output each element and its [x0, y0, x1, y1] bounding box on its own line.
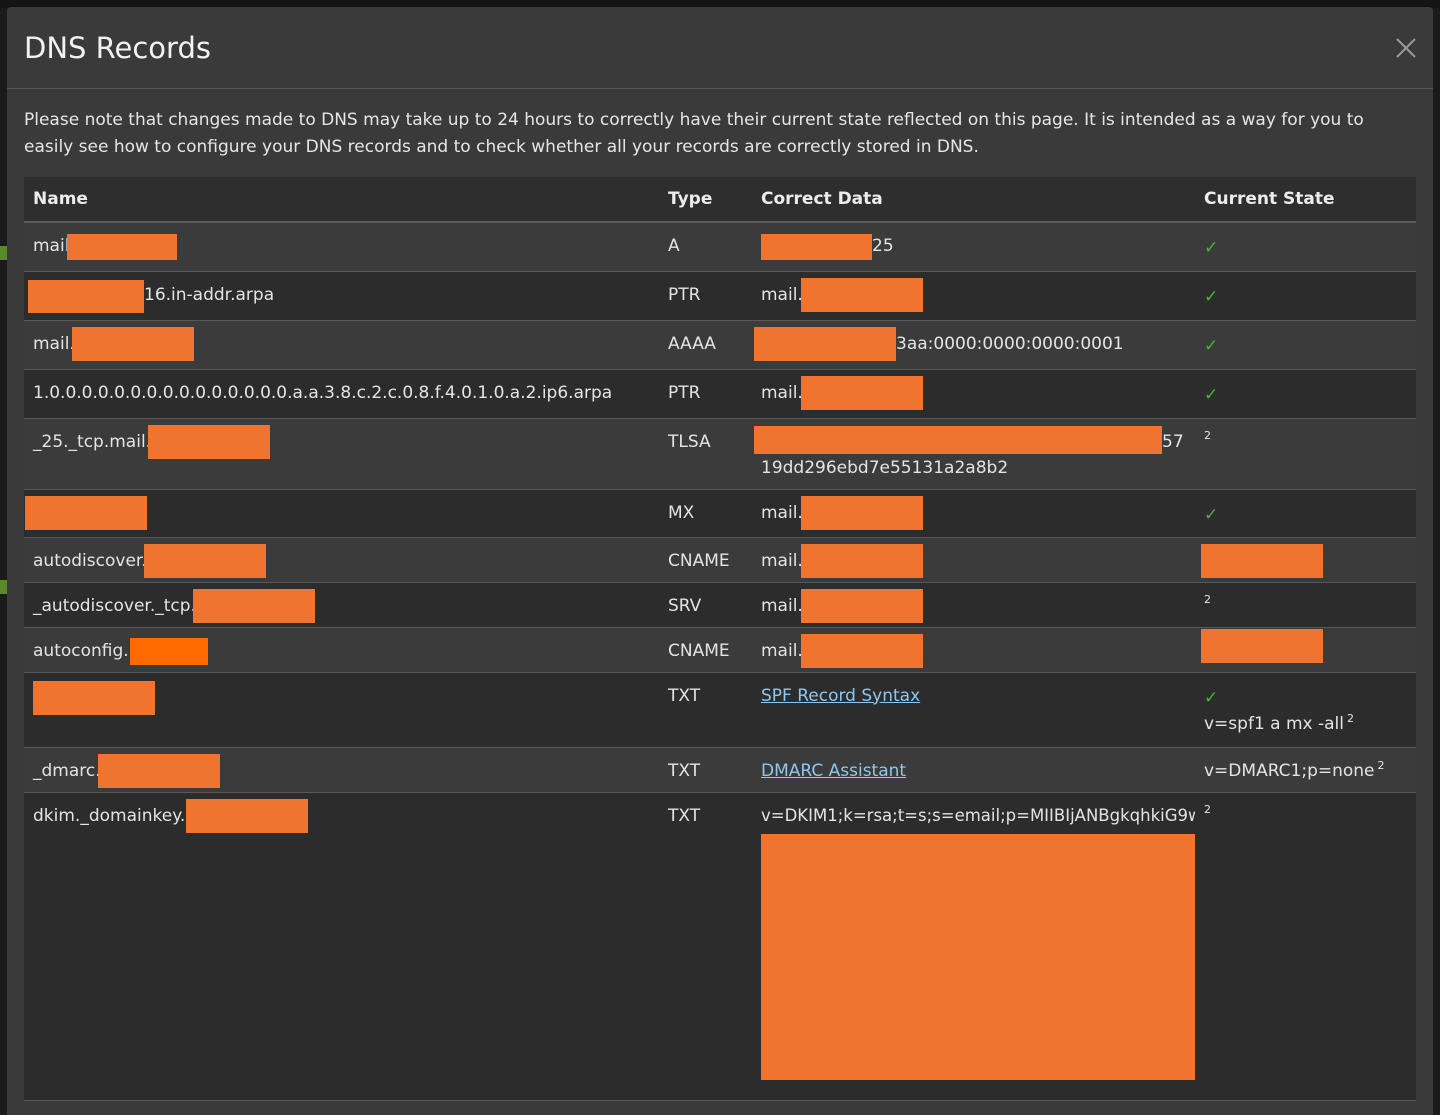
record-state: 2 [1195, 792, 1416, 1101]
record-type: CNAME [659, 627, 752, 673]
record-state: ✓ [1195, 271, 1416, 321]
record-name: mail. [24, 222, 659, 272]
record-type: MX [659, 489, 752, 538]
record-data: SPF Record Syntax [752, 672, 1195, 748]
record-data: mail. [752, 537, 1195, 583]
column-header-correct-data: Correct Data [752, 177, 1195, 223]
record-data: mail. [752, 489, 1195, 538]
footnote-marker: 2 [1204, 592, 1211, 606]
record-state: ✓ v=spf1 a mx -all 2 [1195, 672, 1416, 748]
table-row: autodiscover. CNAME mail. [24, 537, 1416, 583]
current-state-value: v=DMARC1;p=none [1204, 760, 1375, 781]
check-icon: ✓ [1204, 238, 1219, 258]
record-name: mail. [24, 320, 659, 370]
record-type: AAAA [659, 320, 752, 370]
record-type: PTR [659, 369, 752, 419]
record-type: TXT [659, 792, 752, 1101]
record-type: TLSA [659, 418, 752, 490]
record-data: mail. [752, 369, 1195, 419]
record-data-continued: 19dd296ebd7e55131a2a8b2 [761, 457, 1009, 478]
table-row: mail. AAAA 3aa:0000:0000:0000:0001 ✓ [24, 320, 1416, 370]
record-name: _autodiscover._tcp. [24, 582, 659, 628]
background-page-strip [0, 0, 1440, 8]
check-icon: ✓ [1204, 384, 1219, 405]
column-header-current-state: Current State [1195, 177, 1416, 223]
check-icon: ✓ [1204, 286, 1219, 307]
table-row: _autodiscover._tcp. SRV mail. 2 [24, 582, 1416, 628]
table-row: 1.0.0.0.0.0.0.0.0.0.0.0.0.0.0.0.a.a.3.8.… [24, 369, 1416, 419]
table-row: TXT SPF Record Syntax ✓ v=spf1 a mx -all 2 [24, 672, 1416, 748]
record-type: PTR [659, 271, 752, 321]
dns-propagation-note: Please note that changes made to DNS may… [24, 110, 1364, 157]
check-icon: ✓ [1204, 504, 1219, 525]
table-row: 16.in-addr.arpa PTR mail. ✓ [24, 271, 1416, 321]
record-state: ✓ [1195, 369, 1416, 419]
record-data: mail. [752, 271, 1195, 321]
record-state: ✓ [1195, 222, 1416, 272]
record-name: _25._tcp.mail. [24, 418, 659, 490]
record-name [24, 672, 659, 748]
record-name: autodiscover. [24, 537, 659, 583]
record-data: 3aa:0000:0000:0000:0001 [752, 320, 1195, 370]
record-state: ✓ [1195, 320, 1416, 370]
record-state [1195, 627, 1416, 673]
dns-records-table: Name Type Correct Data Current State mai… [24, 177, 1416, 1101]
record-type: TXT [659, 672, 752, 748]
background-status-marker [0, 580, 7, 594]
table-row: autoconfig. CNAME mail. [24, 627, 1416, 673]
spf-record-syntax-link[interactable]: SPF Record Syntax [761, 685, 921, 706]
record-state: ✓ [1195, 489, 1416, 538]
record-data: mail. [752, 582, 1195, 628]
footnote-marker: 2 [1204, 428, 1211, 442]
record-type: TXT [659, 747, 752, 793]
record-state: 2 [1195, 418, 1416, 490]
record-name [24, 489, 659, 538]
footnote-marker: 2 [1204, 802, 1211, 816]
table-row: _25._tcp.mail. TLSA 57 19dd296ebd7e55131a… [24, 418, 1416, 490]
modal-header: DNS Records [7, 7, 1433, 89]
footnote-marker: 2 [1377, 758, 1385, 772]
record-state [1195, 537, 1416, 583]
background-status-marker [0, 246, 7, 260]
record-state: v=DMARC1;p=none 2 [1195, 747, 1416, 793]
table-row: MX mail. ✓ [24, 489, 1416, 538]
dmarc-assistant-link[interactable]: DMARC Assistant [761, 760, 907, 781]
table-row: mail. A 25 ✓ [24, 222, 1416, 272]
check-icon: ✓ [1204, 335, 1219, 356]
record-data: 25 [752, 222, 1195, 272]
record-data: mail. [752, 627, 1195, 673]
close-icon[interactable] [1393, 35, 1419, 61]
record-data: v=DKIM1;k=rsa;t=s;s=email;p=MIIBIjANBgkq… [752, 792, 1202, 1101]
record-name: dkim._domainkey. [24, 792, 659, 1101]
table-row: _dmarc. TXT DMARC Assistant v=DMARC1;p=n… [24, 747, 1416, 793]
table-row: dkim._domainkey. TXT v=DKIM1;k=rsa;t=s;s… [24, 792, 1416, 1101]
footnote-marker: 2 [1347, 711, 1355, 725]
column-header-type: Type [659, 177, 752, 223]
record-type: CNAME [659, 537, 752, 583]
record-name: 1.0.0.0.0.0.0.0.0.0.0.0.0.0.0.0.a.a.3.8.… [24, 369, 659, 419]
record-data: 57 19dd296ebd7e55131a2a8b2 [752, 418, 1195, 490]
dns-records-modal: DNS Records Please note that changes mad… [7, 7, 1433, 1115]
current-state-value: v=spf1 a mx -all [1204, 713, 1345, 734]
check-icon: ✓ [1204, 687, 1219, 708]
record-name: autoconfig. [24, 627, 659, 673]
record-name: 16.in-addr.arpa [24, 271, 659, 321]
column-header-name: Name [24, 177, 659, 223]
modal-title: DNS Records [24, 31, 211, 65]
record-type: A [659, 222, 752, 272]
record-state: 2 [1195, 582, 1416, 628]
table-header-row: Name Type Correct Data Current State [24, 177, 1416, 223]
record-name: _dmarc. [24, 747, 659, 793]
record-data: DMARC Assistant [752, 747, 1195, 793]
record-type: SRV [659, 582, 752, 628]
